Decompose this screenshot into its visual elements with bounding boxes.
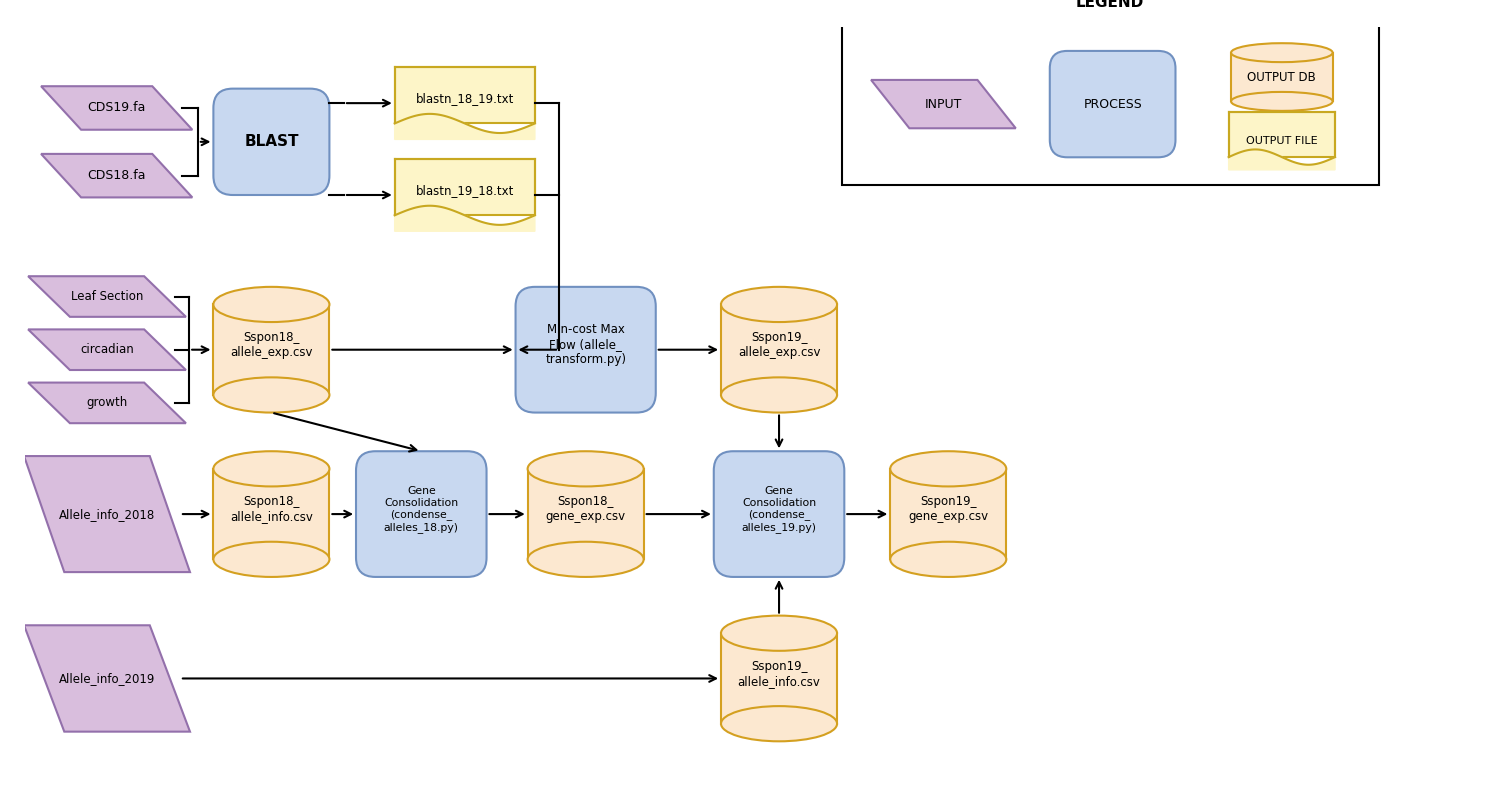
Ellipse shape: [891, 451, 1006, 486]
Text: Sspon19_
allele_info.csv: Sspon19_ allele_info.csv: [737, 659, 820, 688]
Polygon shape: [29, 383, 186, 423]
Ellipse shape: [1232, 43, 1332, 62]
Bar: [1232, 53, 1332, 101]
Text: Sspon18_
allele_info.csv: Sspon18_ allele_info.csv: [230, 495, 312, 523]
Text: OUTPUT DB: OUTPUT DB: [1248, 70, 1316, 83]
Text: LEGEND: LEGEND: [1075, 0, 1145, 10]
Text: circadian: circadian: [80, 343, 134, 356]
Bar: [721, 304, 837, 395]
Polygon shape: [29, 329, 186, 370]
Polygon shape: [395, 205, 535, 231]
FancyBboxPatch shape: [213, 89, 329, 195]
Text: Min-cost Max
Flow (allele_
transform.py): Min-cost Max Flow (allele_ transform.py): [545, 324, 626, 366]
Polygon shape: [1229, 150, 1335, 170]
Ellipse shape: [213, 451, 329, 486]
Text: Allele_info_2019: Allele_info_2019: [59, 672, 155, 685]
Ellipse shape: [891, 542, 1006, 577]
Ellipse shape: [721, 706, 837, 741]
Ellipse shape: [213, 542, 329, 577]
Polygon shape: [29, 276, 186, 317]
Text: growth: growth: [87, 396, 128, 409]
Ellipse shape: [721, 616, 837, 650]
Text: blastn_18_19.txt: blastn_18_19.txt: [416, 91, 514, 105]
Text: CDS18.fa: CDS18.fa: [87, 169, 146, 182]
Polygon shape: [24, 456, 189, 572]
Ellipse shape: [213, 287, 329, 322]
Text: Sspon19_
allele_exp.csv: Sspon19_ allele_exp.csv: [737, 331, 820, 359]
Text: Gene
Consolidation
(condense_
alleles_18.py): Gene Consolidation (condense_ alleles_18…: [385, 486, 458, 532]
Ellipse shape: [891, 451, 1006, 486]
Text: Gene
Consolidation
(condense_
alleles_19.py): Gene Consolidation (condense_ alleles_19…: [742, 486, 817, 532]
Polygon shape: [871, 80, 1015, 129]
Bar: [213, 469, 329, 559]
Text: blastn_19_18.txt: blastn_19_18.txt: [416, 184, 514, 197]
Bar: [213, 304, 329, 395]
Text: CDS19.fa: CDS19.fa: [87, 101, 146, 114]
Polygon shape: [395, 114, 535, 139]
Text: Sspon18_
allele_exp.csv: Sspon18_ allele_exp.csv: [230, 331, 312, 359]
Ellipse shape: [213, 287, 329, 322]
Ellipse shape: [1232, 43, 1332, 62]
Ellipse shape: [527, 451, 644, 486]
Ellipse shape: [527, 451, 644, 486]
FancyBboxPatch shape: [515, 287, 656, 413]
Bar: [891, 469, 1006, 559]
Ellipse shape: [213, 377, 329, 413]
Text: INPUT: INPUT: [925, 98, 963, 111]
Polygon shape: [41, 87, 192, 129]
Text: PROCESS: PROCESS: [1083, 98, 1142, 111]
Ellipse shape: [527, 542, 644, 577]
Polygon shape: [24, 625, 189, 731]
Polygon shape: [395, 67, 535, 124]
Ellipse shape: [213, 451, 329, 486]
FancyBboxPatch shape: [713, 451, 844, 577]
Text: OUTPUT FILE: OUTPUT FILE: [1247, 136, 1317, 146]
Text: Allele_info_2018: Allele_info_2018: [59, 507, 155, 520]
FancyBboxPatch shape: [356, 451, 487, 577]
Bar: [721, 633, 837, 724]
Polygon shape: [41, 154, 192, 197]
Text: Leaf Section: Leaf Section: [71, 290, 143, 303]
Text: BLAST: BLAST: [245, 134, 299, 150]
Bar: [527, 469, 644, 559]
Text: Sspon19_
gene_exp.csv: Sspon19_ gene_exp.csv: [909, 495, 988, 523]
Ellipse shape: [721, 616, 837, 650]
Polygon shape: [1229, 112, 1335, 157]
Ellipse shape: [1232, 92, 1332, 111]
Text: Sspon18_
gene_exp.csv: Sspon18_ gene_exp.csv: [545, 495, 626, 523]
Polygon shape: [843, 0, 1379, 185]
FancyBboxPatch shape: [1050, 51, 1176, 157]
Ellipse shape: [721, 377, 837, 413]
Ellipse shape: [721, 287, 837, 322]
Ellipse shape: [721, 287, 837, 322]
Polygon shape: [395, 159, 535, 215]
